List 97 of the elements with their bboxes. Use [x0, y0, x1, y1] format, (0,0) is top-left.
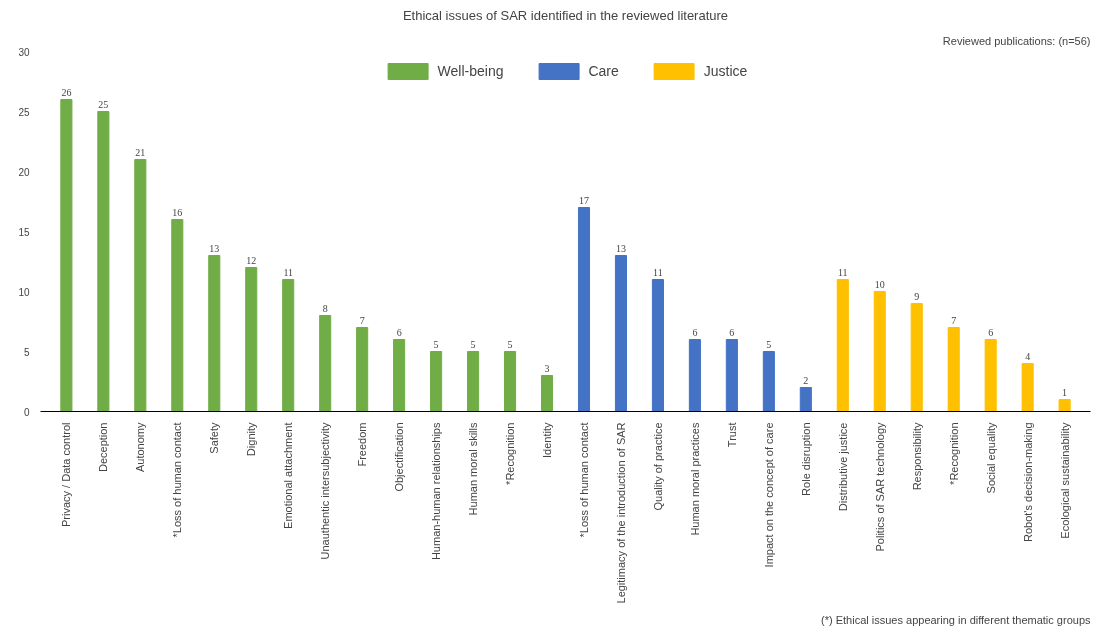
bar	[1058, 399, 1071, 412]
bar	[97, 111, 110, 412]
x-tick-label: Robot's decision-making	[1021, 422, 1034, 542]
y-tick-label: 20	[18, 166, 30, 178]
y-tick-label: 30	[18, 46, 30, 58]
x-tick-label: Emotional attachment	[282, 422, 295, 529]
data-label: 1	[1062, 386, 1068, 398]
data-label: 2	[803, 374, 809, 386]
bar	[873, 291, 886, 412]
data-label: 5	[433, 338, 439, 350]
x-tick-label: Social equality	[984, 422, 997, 494]
bar	[60, 99, 73, 412]
x-tick-label: Legitimacy of the introduction of SAR	[614, 422, 627, 604]
data-label: 17	[578, 194, 589, 206]
x-tick-label: Human-human relationships	[430, 422, 443, 561]
x-tick-label: Ecological sustainability	[1058, 422, 1071, 539]
data-label: 21	[135, 146, 146, 158]
x-tick-label: Freedom	[356, 422, 369, 467]
legend-label: Justice	[703, 63, 748, 79]
x-tick-label: Human moral practices	[688, 422, 701, 536]
x-tick-label: Human moral skills	[467, 422, 480, 516]
bar	[319, 315, 332, 412]
x-tick-label: *Recognition	[504, 422, 517, 485]
text: Reviewed publications: (n=56)	[942, 34, 1091, 47]
x-tick-label: Trust	[725, 422, 738, 448]
chart-title: Ethical issues of SAR identified in the reviewed literature	[402, 7, 729, 23]
y-tick-label: 0	[23, 406, 30, 418]
data-label: 26	[61, 86, 72, 98]
y-tick-label: 15	[18, 226, 30, 238]
bar	[171, 219, 184, 412]
bar	[430, 351, 443, 412]
x-tick-label: Safety	[208, 422, 221, 454]
data-label: 12	[246, 254, 257, 266]
x-tick-label: *Loss of human contact	[171, 422, 184, 538]
x-tick-label: Politics of SAR technology	[873, 422, 886, 552]
bar	[134, 159, 147, 412]
bar	[762, 351, 775, 412]
bar	[910, 303, 923, 412]
bar	[356, 327, 369, 412]
bar	[393, 339, 406, 412]
legend-label: Well-being	[437, 63, 504, 79]
x-tick-label: Impact on the concept of care	[762, 422, 775, 568]
x-tick-label: *Loss of human contact	[577, 422, 590, 538]
data-label: 11	[837, 266, 848, 278]
data-label: 5	[766, 338, 772, 350]
bar	[467, 351, 480, 412]
x-tick-label: Unauthentic intersubjectivity	[319, 422, 332, 560]
data-label: 6	[692, 326, 698, 338]
data-label: 8	[322, 302, 328, 314]
x-tick-label: Privacy / Data control	[60, 422, 73, 528]
bar	[245, 267, 258, 412]
bar	[282, 279, 295, 412]
bar	[577, 207, 591, 412]
y-tick-label: 25	[18, 106, 30, 118]
data-label: 10	[874, 278, 885, 290]
data-label: 6	[396, 326, 402, 338]
bar	[725, 339, 738, 412]
y-tick-label: 10	[18, 286, 30, 298]
y-tick-label: 5	[23, 346, 30, 358]
data-label: 5	[470, 338, 476, 350]
data-label: 4	[1025, 350, 1031, 362]
bar	[799, 387, 812, 412]
bar	[984, 339, 997, 412]
data-label: 6	[729, 326, 735, 338]
x-tick-label: *Recognition	[947, 422, 960, 485]
x-tick-label: Distributive justice	[836, 422, 849, 512]
data-label: 13	[615, 242, 626, 254]
bar	[614, 255, 627, 412]
x-tick-label: Responsibility	[910, 422, 923, 491]
data-label: 9	[914, 290, 920, 302]
data-label: 25	[98, 98, 109, 110]
bar	[688, 339, 701, 412]
data-label: 6	[988, 326, 994, 338]
legend-label: Care	[588, 63, 619, 79]
x-tick-label: Deception	[97, 422, 110, 473]
bar	[540, 375, 554, 412]
bar	[947, 327, 960, 412]
x-tick-label: Autonomy	[134, 422, 147, 473]
x-tick-label: Dignity	[245, 422, 258, 457]
bar	[651, 279, 664, 412]
x-tick-label: Role disruption	[799, 422, 812, 496]
data-label: 11	[653, 266, 663, 278]
data-label: 16	[172, 206, 183, 218]
bar	[836, 279, 849, 412]
x-tick-label: Objectification	[393, 422, 406, 492]
data-label: 11	[283, 266, 294, 278]
x-tick-label: Identity	[541, 422, 554, 458]
bar	[504, 351, 517, 412]
text: (*) Ethical issues appearing in different thematic groups	[821, 613, 1091, 626]
data-label: 7	[951, 314, 957, 326]
bar	[208, 255, 221, 412]
bar	[1021, 363, 1034, 412]
x-tick-label: Quality of practice	[651, 422, 664, 511]
data-label: 13	[209, 242, 220, 254]
data-label: 3	[544, 362, 550, 374]
data-label: 5	[507, 338, 513, 350]
data-label: 7	[359, 314, 365, 326]
